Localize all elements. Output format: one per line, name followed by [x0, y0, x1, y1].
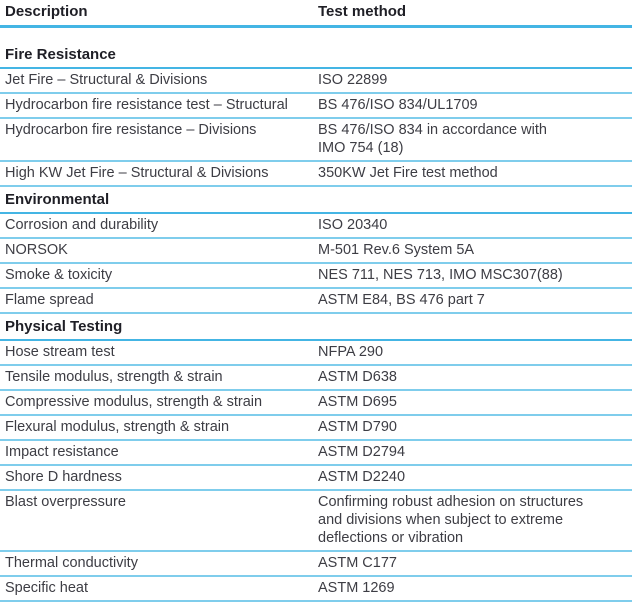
row-test-method: ASTM 1269: [318, 580, 395, 596]
header-gap: [0, 28, 632, 42]
row-description: Shore D hardness: [5, 469, 122, 485]
table-row: Hydrocarbon fire resistance test – Struc…: [0, 94, 632, 119]
table-row: Thermal conductivity ASTM C177: [0, 552, 632, 577]
table-row: Impact resistance ASTM D2794: [0, 441, 632, 466]
row-test-method: ISO 22899: [318, 72, 388, 88]
row-test-method: BS 476/ISO 834/UL1709: [318, 97, 478, 113]
row-description: Blast overpressure: [5, 494, 126, 510]
table-row: Hose stream test NFPA 290: [0, 341, 632, 366]
table-row: Shore D hardness ASTM D2240: [0, 466, 632, 491]
table-row: Flame spread ASTM E84, BS 476 part 7: [0, 289, 632, 314]
row-description: Flame spread: [5, 292, 94, 308]
row-description: Compressive modulus, strength & strain: [5, 394, 263, 410]
row-description: Flexural modulus, strength & strain: [5, 419, 230, 435]
row-test-method: BS 476/ISO 834 in accordance with IMO 75…: [318, 122, 547, 156]
table-header-row: Description Test method: [0, 0, 632, 28]
table-row: NORSOK M-501 Rev.6 System 5A: [0, 239, 632, 264]
row-description: NORSOK: [5, 242, 68, 258]
row-description: Hydrocarbon fire resistance – Divisions: [5, 122, 257, 138]
row-test-method: M-501 Rev.6 System 5A: [318, 242, 475, 258]
table-row: High KW Jet Fire – Structural & Division…: [0, 162, 632, 187]
table-row: Specific heat ASTM 1269: [0, 577, 632, 602]
section-title: Environmental: [0, 187, 632, 214]
row-test-method: Confirming robust adhesion on structures…: [318, 494, 584, 546]
table-row: Smoke & toxicity NES 711, NES 713, IMO M…: [0, 264, 632, 289]
table-row: Jet Fire – Structural & Divisions ISO 22…: [0, 69, 632, 94]
row-description: Jet Fire – Structural & Divisions: [5, 72, 208, 88]
table-row: Blast overpressure Confirming robust adh…: [0, 491, 632, 552]
row-test-method: ASTM E84, BS 476 part 7: [318, 292, 485, 308]
row-description: High KW Jet Fire – Structural & Division…: [5, 165, 269, 181]
row-test-method: ASTM D2240: [318, 469, 406, 485]
section-title: Fire Resistance: [0, 42, 632, 69]
table-body: Fire Resistance Jet Fire – Structural & …: [0, 42, 632, 602]
row-test-method: ASTM D790: [318, 419, 397, 435]
row-test-method: ASTM D2794: [318, 444, 406, 460]
row-description: Tensile modulus, strength & strain: [5, 369, 223, 385]
table-row: Hydrocarbon fire resistance – Divisions …: [0, 119, 632, 162]
table-row: Flexural modulus, strength & strain ASTM…: [0, 416, 632, 441]
column-header-description: Description: [5, 3, 88, 20]
row-description: Smoke & toxicity: [5, 267, 113, 283]
row-description: Thermal conductivity: [5, 555, 138, 571]
row-test-method: ASTM D638: [318, 369, 397, 385]
row-test-method: NES 711, NES 713, IMO MSC307(88): [318, 267, 563, 283]
row-test-method: ASTM C177: [318, 555, 397, 571]
row-test-method: NFPA 290: [318, 344, 384, 360]
row-test-method: 350KW Jet Fire test method: [318, 165, 498, 181]
row-test-method: ASTM D695: [318, 394, 397, 410]
row-description: Hydrocarbon fire resistance test – Struc…: [5, 97, 288, 113]
row-test-method: ISO 20340: [318, 217, 388, 233]
section-title: Physical Testing: [0, 314, 632, 341]
row-description: Corrosion and durability: [5, 217, 159, 233]
table-row: Tensile modulus, strength & strain ASTM …: [0, 366, 632, 391]
row-description: Specific heat: [5, 580, 89, 596]
table-row: Corrosion and durability ISO 20340: [0, 214, 632, 239]
row-description: Hose stream test: [5, 344, 115, 360]
column-header-test-method: Test method: [318, 3, 407, 20]
table-row: Compressive modulus, strength & strain A…: [0, 391, 632, 416]
row-description: Impact resistance: [5, 444, 119, 460]
